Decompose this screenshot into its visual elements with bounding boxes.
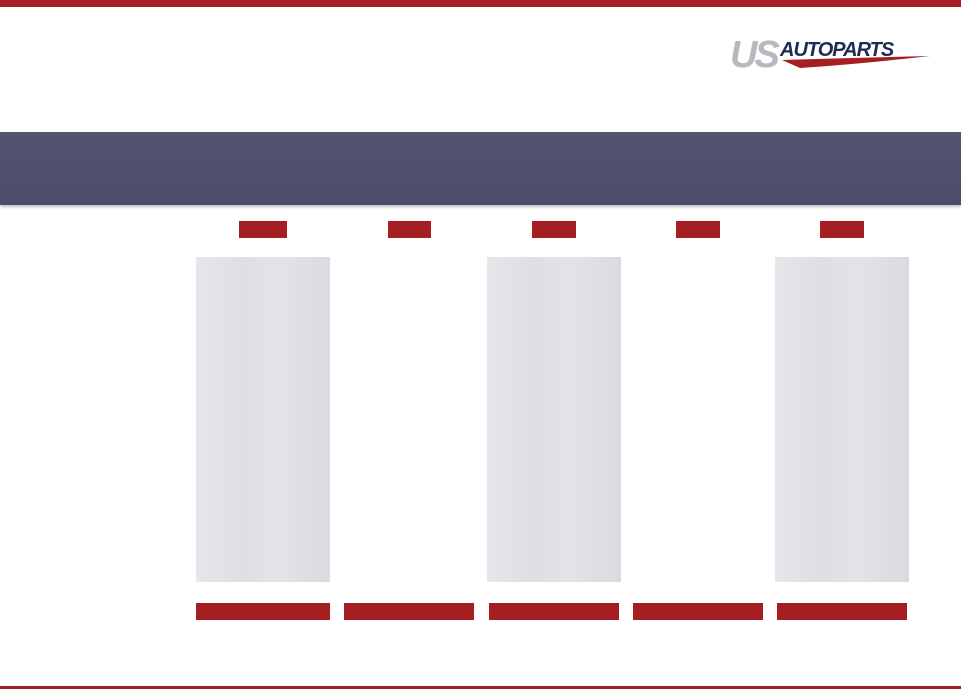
column-tag <box>388 221 431 238</box>
column-panel <box>196 257 330 582</box>
column-tag <box>532 221 576 238</box>
us-autoparts-logo: US AUTOPARTS <box>730 34 930 74</box>
top-rule <box>0 0 961 7</box>
svg-text:AUTOPARTS: AUTOPARTS <box>779 39 895 61</box>
column-footer <box>344 603 474 620</box>
column-tag <box>820 221 864 238</box>
svg-text:US: US <box>730 34 779 74</box>
column-panel <box>775 257 909 582</box>
column-footer <box>489 603 619 620</box>
column-tag <box>239 221 287 238</box>
title-banner <box>0 132 961 205</box>
column-tag <box>676 221 720 238</box>
column-footer <box>777 603 907 620</box>
column-footer <box>196 603 330 620</box>
column-panel <box>487 257 621 582</box>
column-footer <box>633 603 763 620</box>
bottom-rule <box>0 686 961 689</box>
